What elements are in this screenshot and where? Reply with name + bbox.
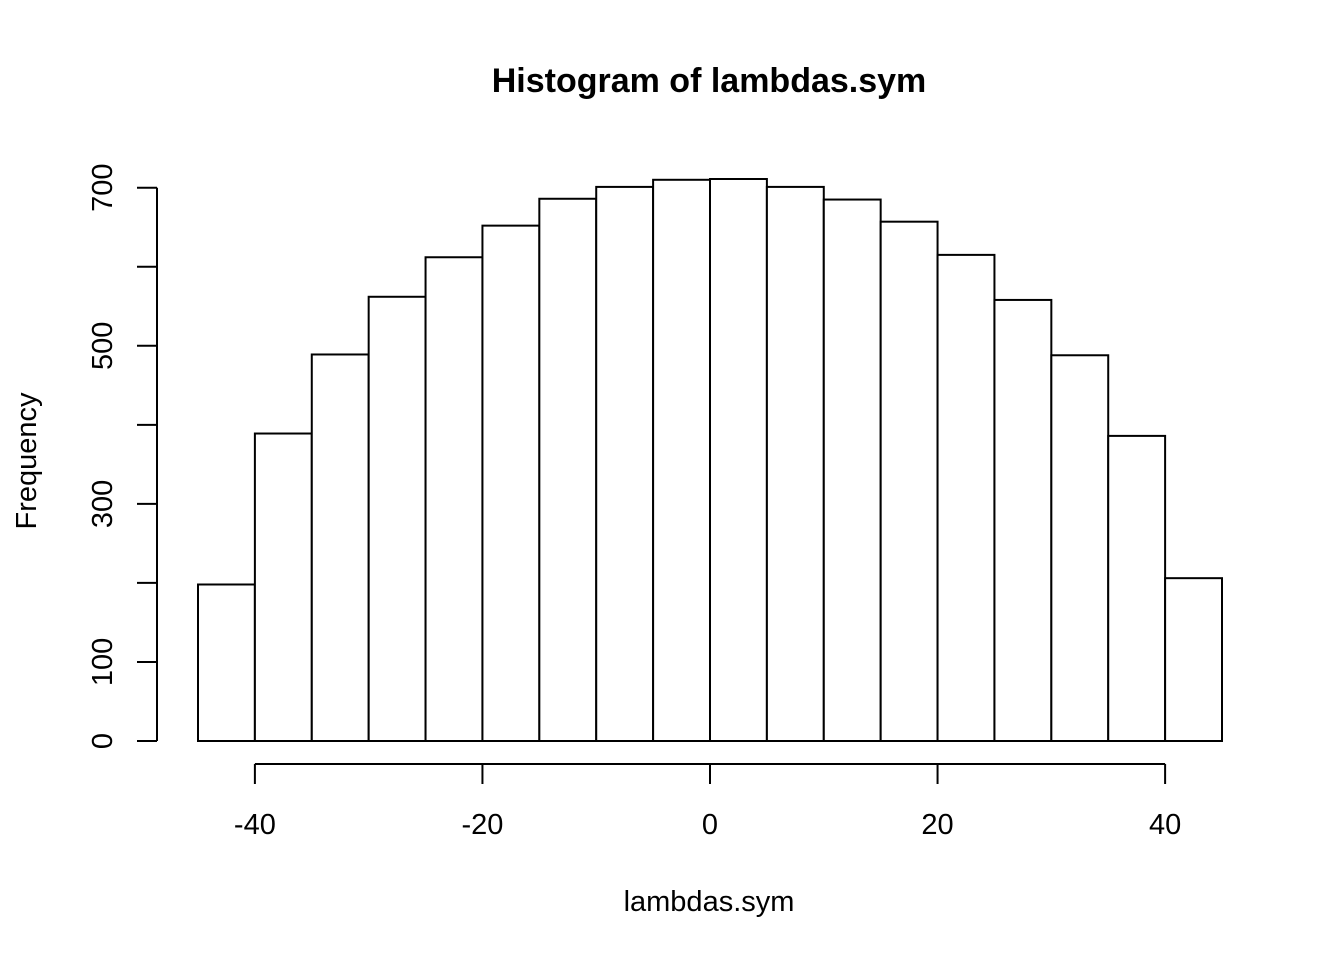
histogram-bar (822, 198, 882, 742)
histogram-bar (1164, 577, 1223, 742)
histogram-bar (709, 178, 768, 742)
bars-group (197, 178, 1223, 743)
y-tick-label: 500 (87, 322, 119, 370)
histogram-bar (1050, 354, 1110, 742)
histogram-bar (1107, 434, 1167, 742)
x-axis-label: lambdas.sym (624, 886, 795, 918)
histogram-bar (310, 353, 370, 742)
histogram-bar (538, 197, 598, 742)
histogram-bar (197, 583, 256, 742)
x-axis: -40 -20 0 20 40 (234, 763, 1181, 841)
histogram-bar (595, 185, 655, 742)
x-tick-label: 0 (702, 809, 718, 841)
histogram-bar (936, 253, 996, 742)
histogram-bar (424, 256, 484, 742)
x-tick-label: 40 (1149, 809, 1181, 841)
histogram-bar (993, 298, 1053, 742)
histogram-bar (765, 185, 825, 742)
y-axis: 0 100 300 500 700 (87, 163, 158, 749)
y-tick-label: 300 (87, 480, 119, 528)
x-tick-label: -20 (461, 809, 503, 841)
histogram-bar (481, 224, 541, 742)
histogram-bar (253, 432, 313, 742)
y-tick-label: 700 (87, 163, 119, 211)
histogram-bar (652, 178, 711, 742)
y-tick-label: 100 (87, 638, 119, 686)
histogram-bar (367, 295, 427, 742)
y-tick-label: 0 (87, 733, 119, 749)
x-tick-label: 20 (921, 809, 953, 841)
histogram-bar (879, 220, 939, 743)
chart-title: Histogram of lambdas.sym (492, 62, 927, 100)
y-axis-label: Frequency (11, 392, 43, 530)
x-tick-label: -40 (234, 809, 276, 841)
